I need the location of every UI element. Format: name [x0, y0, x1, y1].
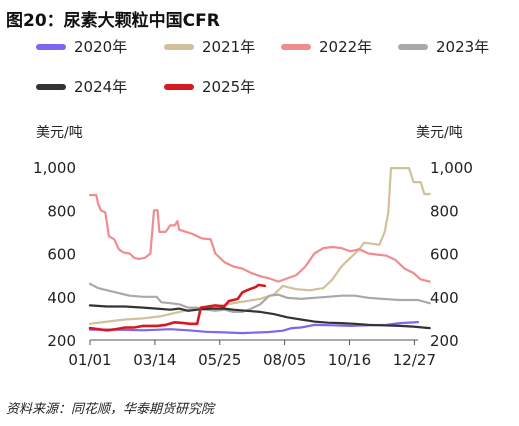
series-line-2022 [88, 194, 431, 283]
legend-label-2024: 2024年 [74, 78, 128, 96]
y-tick-label-right: 600 [430, 246, 459, 264]
legend-swatch-2023 [398, 43, 428, 50]
y-tick-label-right: 1,000 [430, 159, 473, 177]
legend-label-2021: 2021年 [202, 38, 256, 56]
x-tick-label: 08/05 [263, 351, 306, 369]
series-line-2023 [88, 282, 431, 313]
y-tick-label-right: 800 [430, 202, 459, 220]
x-tick-label: 12/27 [393, 351, 436, 369]
legend-item-2021: 2021年 [164, 36, 255, 57]
series-line-2024 [88, 304, 431, 330]
y-tick-label-left: 600 [47, 246, 76, 264]
legend-item-2024: 2024年 [36, 76, 127, 97]
x-tick-label: 01/01 [68, 351, 111, 369]
legend-label-2022: 2022年 [319, 38, 373, 56]
series-line-2021 [88, 167, 431, 325]
y-tick-label-left: 400 [47, 289, 76, 307]
y-tick-label-left: 200 [47, 332, 76, 350]
series-line-2025 [88, 283, 267, 332]
legend-swatch-2024 [36, 83, 66, 90]
legend-item-2022: 2022年 [281, 36, 372, 57]
x-tick-label: 05/25 [198, 351, 241, 369]
legend-label-2023: 2023年 [436, 38, 490, 56]
legend-item-2020: 2020年 [36, 36, 127, 57]
legend-item-2023: 2023年 [398, 36, 489, 57]
x-tick-label: 03/14 [133, 351, 176, 369]
y-axis-unit-right: 美元/吨 [416, 125, 463, 141]
legend-label-2025: 2025年 [202, 78, 256, 96]
legend-swatch-2022 [281, 43, 311, 50]
y-tick-label-right: 200 [430, 332, 459, 350]
y-tick-label-left: 1,000 [33, 159, 76, 177]
legend-swatch-2020 [36, 43, 66, 50]
chart-title: 图20：尿素大颗粒中国CFR [6, 11, 220, 31]
y-tick-label-left: 800 [47, 202, 76, 220]
y-axis-unit-left: 美元/吨 [36, 125, 83, 141]
legend-item-2025: 2025年 [164, 76, 255, 97]
x-tick-label: 10/16 [328, 351, 371, 369]
legend-swatch-2025 [164, 83, 194, 90]
source-note: 资料来源：同花顺，华泰期货研究院 [6, 402, 215, 417]
legend-swatch-2021 [164, 43, 194, 50]
legend-label-2020: 2020年 [74, 38, 128, 56]
y-tick-label-right: 400 [430, 289, 459, 307]
